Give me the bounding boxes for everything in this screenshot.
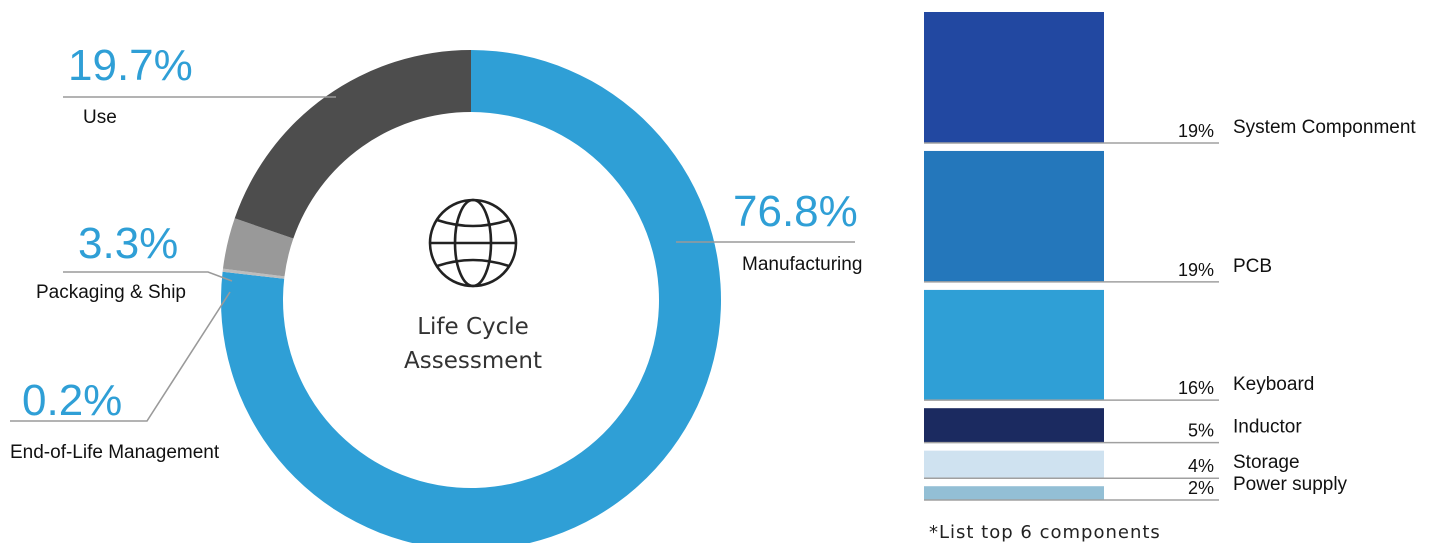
slice-use (234, 50, 471, 239)
slice-packaging-ship (222, 218, 294, 277)
footnote: *List top 6 components (929, 522, 1161, 543)
donut-leader-lines (10, 96, 855, 422)
leader-eol (10, 291, 231, 422)
bar-value-pcb: 19% (1178, 260, 1214, 280)
bar-keyboard (924, 289, 1104, 401)
leader-packaging (63, 271, 233, 282)
slice-end-of-life-management (222, 268, 285, 279)
bar-storage (924, 450, 1104, 479)
bar-inductor (924, 408, 1104, 443)
bar-value-keyboard: 16% (1178, 378, 1214, 398)
label-use-name: Use (83, 107, 117, 128)
center-title-line2: Assessment (404, 348, 542, 374)
label-packaging-name: Packaging & Ship (36, 282, 186, 303)
label-manufacturing-name: Manufacturing (742, 254, 862, 275)
bar-value-system-componment: 19% (1178, 121, 1214, 141)
component-stack: 19% System Componment 19% PCB 16% Keyboard 5% I… (924, 12, 1416, 501)
bar-pcb (924, 150, 1104, 282)
bar-label-system-componment: System Componment (1233, 117, 1416, 138)
bar-value-power-supply: 2% (1188, 478, 1214, 498)
globe-icon (428, 198, 518, 288)
label-manufacturing-value: 76.8% (733, 187, 858, 236)
life-cycle-donut (221, 50, 721, 543)
bar-label-inductor: Inductor (1233, 417, 1302, 438)
bar-system-componment (924, 12, 1104, 143)
bar-label-storage: Storage (1233, 452, 1300, 473)
bar-label-pcb: PCB (1233, 256, 1272, 277)
bar-value-storage: 4% (1188, 456, 1214, 476)
bar-power-supply (924, 486, 1104, 500)
label-packaging-value: 3.3% (78, 219, 178, 268)
label-use-value: 19.7% (68, 41, 193, 90)
bar-label-power-supply: Power supply (1233, 474, 1348, 495)
bar-label-keyboard: Keyboard (1233, 374, 1314, 395)
label-eol-name: End-of-Life Management (10, 442, 220, 463)
label-eol-value: 0.2% (22, 376, 122, 425)
bar-value-inductor: 5% (1188, 421, 1214, 441)
center-title-line1: Life Cycle (417, 314, 529, 340)
